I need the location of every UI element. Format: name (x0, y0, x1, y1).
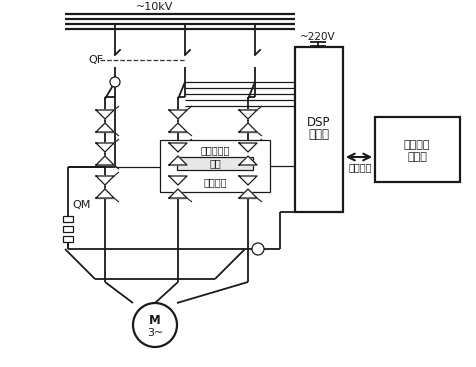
Text: 触发脉冲: 触发脉冲 (203, 177, 227, 187)
Text: 远程操作: 远程操作 (404, 140, 430, 150)
Text: ~220V: ~220V (300, 32, 336, 42)
Text: 光纤: 光纤 (209, 158, 221, 168)
Text: 控制信息: 控制信息 (348, 162, 372, 172)
Bar (63, 216, 73, 222)
Bar (295, 47, 343, 212)
Text: QF: QF (88, 55, 103, 65)
Polygon shape (169, 143, 187, 152)
Text: QM: QM (72, 200, 90, 210)
Text: ~10kV: ~10kV (136, 2, 174, 12)
Polygon shape (239, 176, 257, 185)
Polygon shape (239, 189, 257, 198)
Polygon shape (239, 156, 257, 165)
Text: 控制板: 控制板 (308, 127, 329, 141)
Polygon shape (169, 189, 187, 198)
Polygon shape (96, 123, 114, 132)
Text: 3~: 3~ (147, 328, 163, 338)
Polygon shape (96, 110, 114, 119)
Text: DSP: DSP (307, 116, 331, 128)
Polygon shape (239, 123, 257, 132)
Text: M: M (149, 315, 161, 327)
Polygon shape (96, 143, 114, 152)
Bar (160, 140, 270, 192)
Text: 控制台: 控制台 (407, 152, 427, 162)
Circle shape (252, 243, 264, 255)
Polygon shape (239, 143, 257, 152)
Polygon shape (169, 176, 187, 185)
Polygon shape (96, 176, 114, 185)
Circle shape (133, 303, 177, 347)
Bar (375, 117, 460, 182)
Bar (63, 226, 73, 232)
Text: 检测与保护: 检测与保护 (200, 145, 230, 155)
Circle shape (110, 77, 120, 87)
Polygon shape (239, 110, 257, 119)
Polygon shape (169, 156, 187, 165)
Bar (63, 236, 73, 242)
Bar (177, 157, 253, 170)
Polygon shape (96, 189, 114, 198)
Polygon shape (96, 156, 114, 165)
Polygon shape (169, 123, 187, 132)
Polygon shape (169, 110, 187, 119)
